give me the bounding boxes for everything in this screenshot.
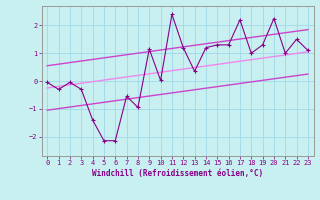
- X-axis label: Windchill (Refroidissement éolien,°C): Windchill (Refroidissement éolien,°C): [92, 169, 263, 178]
